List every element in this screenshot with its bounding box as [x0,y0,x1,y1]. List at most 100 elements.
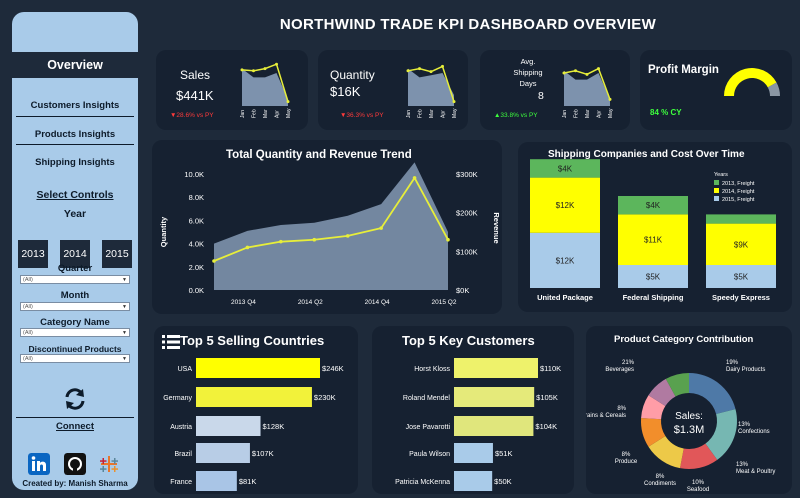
y2-tick-label: $100K [456,247,478,256]
sales-label: Sales [180,68,211,82]
github-icon[interactable] [64,453,86,475]
slice-pct-label: 8% [617,406,626,412]
bar-value-label: $50K [494,477,512,486]
sparkline-month-label: May [608,108,614,118]
sales-change: ▼28.6% vs PY [170,112,214,119]
revenue-point [412,176,417,180]
category-select[interactable]: (All) ▼ [20,328,130,337]
category-label: Patricia McKenna [395,479,450,486]
stacked-bar-segment [530,232,600,288]
category-label: Jose Pavarotti [406,424,451,431]
sparkline-point [608,97,612,101]
bar-value-label: $5K [734,273,749,282]
shipping-sparkline: Jan Feb Mar Apr May [562,67,614,118]
sparkline-point [286,100,290,104]
y-tick-label: 10.0K [184,170,204,179]
sidebar: Overview Customers Insights Products Ins… [12,12,138,490]
sparkline-month-label: Mar [429,109,435,118]
sparkline-point [252,69,255,73]
category-label: Federal Shipping [623,293,684,302]
refresh-icon[interactable] [62,386,88,412]
revenue-point [379,226,383,230]
bar-value-label: $81K [239,477,257,486]
linkedin-icon[interactable] [28,453,50,475]
quarter-select[interactable]: (All) ▼ [20,275,130,284]
chevron-down-icon: ▼ [122,356,127,362]
stacked-bar-segment [618,265,688,288]
bar-value-label: $110K [540,364,561,373]
month-label: Month [60,290,90,301]
donut-center-label: Sales: [675,411,703,422]
bar-value-label: $51K [495,449,513,458]
sparkline-month-label: Mar [585,109,591,118]
profit-margin-label: Profit Margin [648,64,719,76]
sparkline-month-label: Jan [406,110,412,118]
page-title: NORTHWIND TRADE KPI DASHBOARD OVERVIEW [279,16,657,33]
category-label: Speedy Express [712,293,770,302]
bar-value-label: $246K [322,364,344,373]
legend-label: 2014, Freight [722,189,755,195]
tableau-icon[interactable] [98,453,120,475]
category-label: USA [178,366,193,373]
nav-shipping-insights[interactable]: Shipping Insights [35,157,115,168]
shipping-kpi-card: Avg. Shipping Days 8 ▲33.8% vs PY Jan Feb… [480,50,630,130]
x-tick-label: 2014 Q2 [298,299,323,306]
nav-customers-insights[interactable]: Customers Insights [30,100,120,111]
x-tick-label: 2013 Q4 [231,299,256,306]
slice-pct-label: 10% [692,480,705,486]
slice-name-label: Confections [738,429,770,435]
discontinued-select[interactable]: (All) ▼ [20,354,130,363]
divider [16,144,134,145]
sales-value: $441K [176,88,214,103]
quantity-sparkline: Jan Feb Mar Apr May [406,64,458,118]
year-2013-button[interactable]: 2013 [18,240,48,268]
quantity-area [214,162,448,290]
y-tick-label: 4.0K [189,240,204,249]
sparkline-month-label: Apr [597,110,603,118]
sparkline-point [406,69,410,73]
month-select[interactable]: (All) ▼ [20,302,130,311]
bar-value-label: $104K [535,422,557,431]
sparkline-month-label: Apr [275,110,281,118]
legend-label: 2013, Freight [722,181,755,187]
y2-tick-label: $200K [456,209,478,218]
sparkline-month-label: Feb [574,109,580,118]
bar [196,416,261,436]
y-tick-label: 2.0K [189,263,204,272]
chevron-down-icon: ▼ [122,330,127,336]
stacked-bar-segment [706,214,776,224]
slice-pct-label: 8% [622,452,631,458]
top-customers-title: Top 5 Key Customers [402,333,535,348]
top-customers-card: Top 5 Key Customers Horst Kloss $110K Rola… [372,326,574,494]
legend-title: Years [714,172,728,178]
bar [196,358,320,378]
nav-products-insights[interactable]: Products Insights [34,129,116,140]
category-label: Category Name [40,317,110,328]
y2-tick-label: $0K [456,286,469,295]
legend-swatch [714,180,719,185]
sales-sparkline: Jan Feb Mar Apr May [240,62,292,118]
year-2015-button[interactable]: 2015 [102,240,132,268]
slice-pct-label: 8% [656,474,665,480]
chevron-down-icon: ▼ [122,304,127,310]
sparkline-point [275,62,278,66]
category-label: France [170,479,192,486]
category-label: Horst Kloss [414,366,450,373]
donut-center-value: $1.3M [674,424,705,436]
category-label: Austria [170,424,192,431]
sales-kpi-card: Sales $441K ▼28.6% vs PY Jan Feb Mar Apr May [156,50,308,130]
nav-overview[interactable]: Overview [12,52,138,78]
year-2014-button[interactable]: 2014 [60,240,90,268]
sparkline-area [564,70,610,106]
revenue-line [213,176,449,262]
bar-value-label: $9K [734,240,749,249]
revenue-point [212,259,216,263]
shipping-chart-title: Shipping Companies and Cost Over Time [548,149,745,160]
sparkline-point [240,68,244,72]
sparkline-area [408,68,454,106]
top-countries-chart: USA $246K Germany $230K Austria $128K Brazil $1… [163,358,344,491]
trend-chart: 0.0K 2.0K 4.0K 6.0K 8.0K 10.0K $0K $100K $200K $3… [159,162,501,306]
sparkline-point [597,67,600,71]
sparkline-area [242,68,288,106]
